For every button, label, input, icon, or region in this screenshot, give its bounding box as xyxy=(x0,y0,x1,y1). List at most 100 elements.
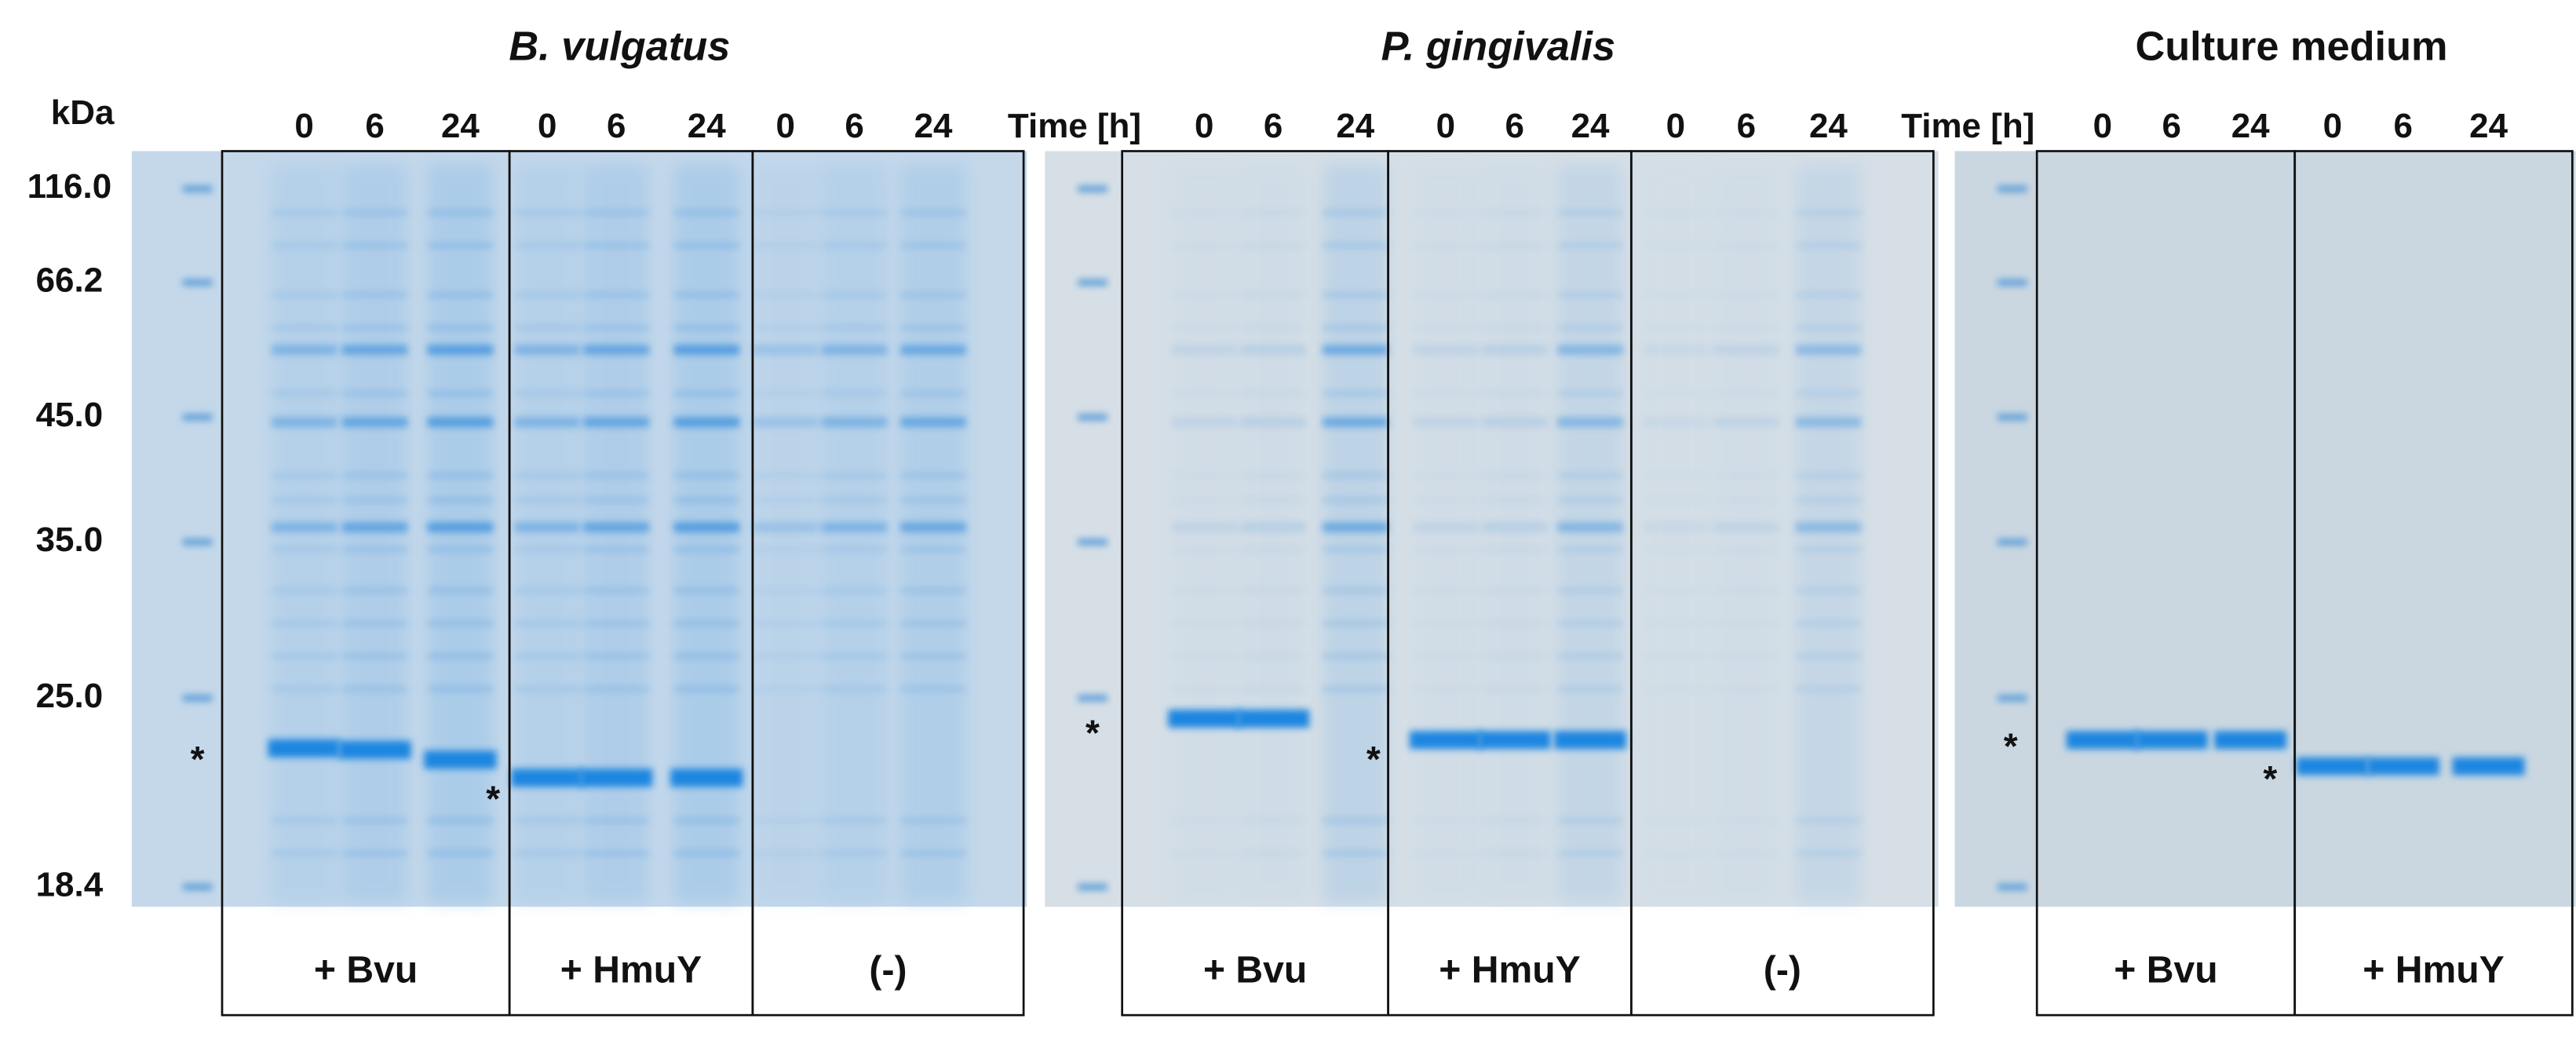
lane-band xyxy=(1322,620,1388,626)
lane-band xyxy=(583,417,650,428)
lane-band xyxy=(271,818,338,823)
lane-band xyxy=(1795,546,1862,553)
lane-band xyxy=(673,325,740,330)
lane-band xyxy=(1795,686,1862,692)
lane-band xyxy=(900,498,966,503)
lane-band xyxy=(1481,546,1548,553)
lane-band xyxy=(1171,292,1238,298)
lane-band xyxy=(1171,325,1238,330)
lane-band xyxy=(821,522,888,532)
lane-band xyxy=(821,588,888,593)
asterisk: * xyxy=(1366,739,1381,780)
lane-band xyxy=(1413,620,1479,626)
lane-band xyxy=(1713,391,1779,396)
lane-band xyxy=(821,292,888,298)
lane-smear xyxy=(1481,164,1548,904)
lane-band xyxy=(1713,850,1779,856)
time-point: 6 xyxy=(2162,107,2181,145)
lane-band xyxy=(514,417,581,428)
lane-band xyxy=(583,818,650,823)
lane-band xyxy=(1171,818,1238,823)
protein-band xyxy=(268,739,341,758)
lane-band xyxy=(752,417,819,428)
ladder-band xyxy=(1078,279,1107,287)
lane-band xyxy=(1795,818,1862,823)
lane-band xyxy=(341,850,408,856)
time-point: 6 xyxy=(2394,107,2413,145)
lane-band xyxy=(1557,243,1623,248)
protein-band xyxy=(2135,731,2208,750)
lane-band xyxy=(1171,620,1238,626)
time-point: 0 xyxy=(775,107,794,145)
asterisk: * xyxy=(486,778,500,819)
lane-band xyxy=(673,818,740,823)
lane-smear xyxy=(1557,164,1623,904)
lane-band xyxy=(1795,653,1862,659)
lane-band xyxy=(900,391,966,396)
ladder-band xyxy=(1078,539,1107,546)
lane-smear xyxy=(1240,164,1307,904)
lane-band xyxy=(1795,620,1862,626)
time-point: 24 xyxy=(441,107,480,145)
lane-band xyxy=(1795,345,1862,355)
lane-band xyxy=(1557,850,1623,856)
lane-band xyxy=(1643,498,1709,502)
time-point: 24 xyxy=(2231,107,2270,145)
lane-band xyxy=(1481,850,1548,856)
lane-band xyxy=(1713,620,1779,626)
ladder-band xyxy=(182,279,213,287)
lane-band xyxy=(900,210,966,216)
lane-band xyxy=(1557,292,1623,298)
ladder-band xyxy=(182,695,213,702)
lane-band xyxy=(1795,210,1862,216)
group-label: + Bvu xyxy=(1203,948,1307,991)
lane-band xyxy=(514,210,581,216)
lane-band xyxy=(514,498,581,503)
lane-band xyxy=(1795,417,1862,428)
lane-band xyxy=(514,653,581,659)
lane-band xyxy=(1557,325,1623,330)
lane-band xyxy=(900,473,966,478)
lane-band xyxy=(1171,498,1238,503)
lane-band xyxy=(752,292,819,298)
lane-band xyxy=(1713,818,1779,823)
lane-band xyxy=(821,818,888,823)
kda-label: 35.0 xyxy=(36,520,104,559)
lane-band xyxy=(673,686,740,692)
lane-band xyxy=(900,325,966,330)
lane-band xyxy=(1171,653,1238,659)
lane-band xyxy=(1322,243,1388,248)
lane-band xyxy=(1171,345,1238,355)
lane-band xyxy=(1557,417,1623,428)
kda-label: 116.0 xyxy=(27,167,112,206)
lane-band xyxy=(1481,498,1548,503)
lane-band xyxy=(1413,818,1479,823)
lane-band xyxy=(341,391,408,396)
lane-smear xyxy=(1413,164,1479,904)
time-point: 0 xyxy=(1436,107,1455,145)
lane-band xyxy=(673,588,740,593)
lane-band xyxy=(427,686,494,692)
lane-band xyxy=(752,522,819,532)
lane-band xyxy=(1413,345,1479,355)
lane-band xyxy=(1557,546,1623,553)
protein-band xyxy=(1237,709,1310,728)
lane-band xyxy=(271,620,338,626)
lane-smear xyxy=(583,164,650,904)
lane-band xyxy=(673,417,740,428)
group-box xyxy=(1629,150,1935,1017)
lane-band xyxy=(341,522,408,532)
lane-smear xyxy=(341,164,408,904)
lane-band xyxy=(271,588,338,593)
lane-band xyxy=(341,243,408,248)
lane-band xyxy=(1481,417,1548,428)
lane-band xyxy=(341,686,408,692)
lane-band xyxy=(673,345,740,355)
lane-smear xyxy=(1322,164,1388,904)
ladder-band xyxy=(1997,539,2027,546)
lane-band xyxy=(1557,653,1623,659)
lane-band xyxy=(1643,391,1709,396)
lane-band xyxy=(427,243,494,248)
lane-band xyxy=(900,345,966,355)
lane-band xyxy=(271,292,338,298)
